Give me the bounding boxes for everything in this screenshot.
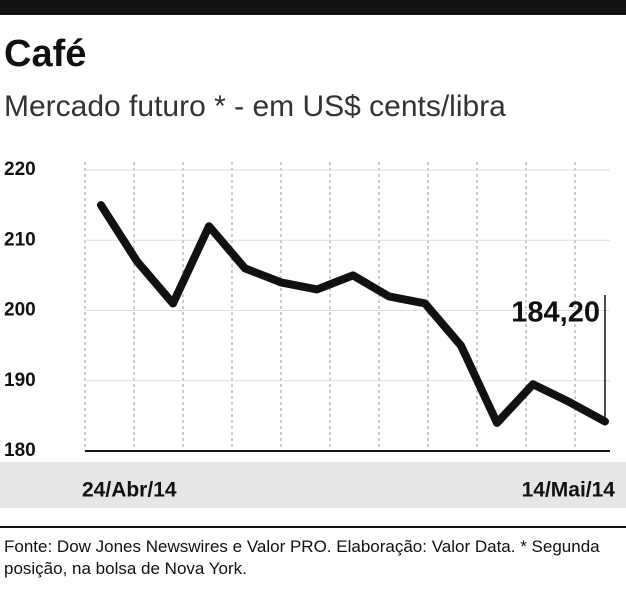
line — [97, 201, 609, 427]
chart-subtitle: Mercado futuro * - em US$ cents/libra — [4, 90, 506, 123]
y-tick-label: 200 — [4, 300, 36, 321]
x-tick-label: 14/Mai/14 — [522, 479, 616, 502]
source-note: Fonte: Dow Jones Newswires e Valor PRO. … — [4, 537, 600, 578]
y-tick-label: 190 — [4, 370, 36, 391]
x-band — [0, 462, 626, 508]
y-tick-label: 180 — [4, 440, 36, 461]
value-label: 184,20 — [511, 297, 600, 329]
y-tick-label: 210 — [4, 229, 36, 250]
x-tick-label: 24/Abr/14 — [82, 479, 177, 502]
top-bar — [0, 0, 626, 15]
y-tick-label: 220 — [4, 159, 36, 180]
chart-title: Café — [4, 33, 86, 75]
